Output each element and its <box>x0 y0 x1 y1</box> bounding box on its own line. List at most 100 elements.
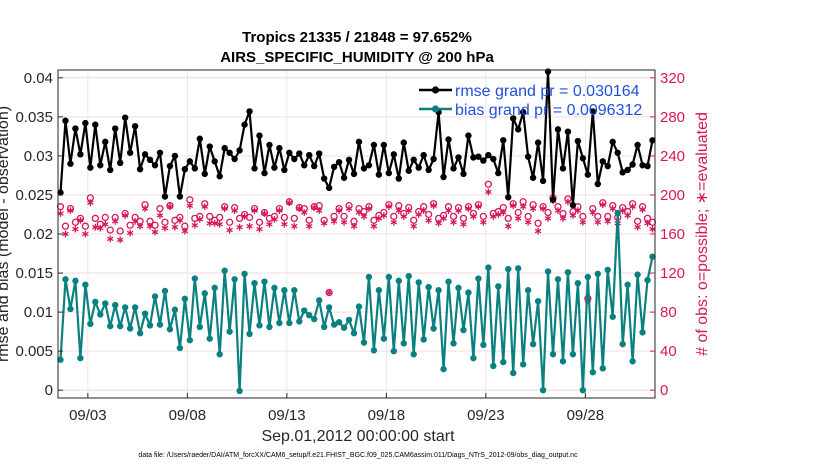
evaluated-obs-marker <box>231 207 238 214</box>
bias-point <box>544 268 552 275</box>
rmse-point <box>126 149 134 156</box>
evaluated-obs-marker <box>106 235 114 243</box>
bias-point <box>211 284 218 292</box>
y-right-tick-label: 240 <box>660 148 685 165</box>
evaluated-obs-marker <box>141 205 149 213</box>
rmse-point <box>370 141 378 149</box>
evaluated-obs-marker <box>296 205 303 213</box>
bias-point <box>311 315 318 323</box>
evaluated-obs-marker <box>246 222 253 230</box>
rmse-point <box>231 155 238 163</box>
y-right-tick-label: 120 <box>660 265 685 282</box>
rmse-point <box>276 144 283 152</box>
bias-point <box>62 276 69 283</box>
evaluated-obs-marker <box>350 222 358 230</box>
obs-count-layer <box>56 180 657 304</box>
bias-point <box>191 275 199 282</box>
evaluated-obs-marker <box>395 207 403 214</box>
evaluated-obs-marker <box>151 228 159 236</box>
y-tick-label: 0.02 <box>24 226 53 243</box>
y-tick-label: 0.025 <box>15 187 53 204</box>
bias-point <box>136 329 144 337</box>
possible-obs-marker <box>280 213 289 222</box>
bias-point <box>410 351 417 358</box>
bias-point <box>629 358 636 365</box>
bias-point <box>335 319 343 326</box>
y-right-tick-label: 160 <box>660 226 685 243</box>
bias-point <box>241 270 248 278</box>
bias-point <box>251 280 258 287</box>
rmse-point <box>136 165 144 173</box>
bias-point <box>330 321 338 328</box>
evaluated-obs-marker <box>67 207 74 214</box>
bias-point <box>291 287 298 294</box>
evaluated-obs-marker <box>340 218 348 226</box>
x-tick-label: 09/28 <box>567 407 605 424</box>
evaluated-obs-marker <box>509 202 517 210</box>
bias-point <box>266 323 273 331</box>
evaluated-obs-marker <box>619 207 626 214</box>
rmse-point <box>455 154 462 161</box>
x-axis-label: Sep.01,2012 00:00:00 start <box>261 428 455 445</box>
bias-point <box>599 365 606 372</box>
rmse-point <box>609 138 616 146</box>
x-tick-label: 09/18 <box>368 407 406 424</box>
rmse-point <box>410 156 417 164</box>
evaluated-obs-marker <box>465 205 472 213</box>
rmse-point <box>430 155 437 163</box>
rmse-point <box>400 139 407 146</box>
rmse-point <box>251 165 258 172</box>
evaluated-obs-marker <box>470 213 477 220</box>
rmse-point <box>102 138 109 146</box>
evaluated-obs-marker <box>176 216 184 224</box>
bias-point <box>320 323 328 331</box>
rmse-point <box>301 162 308 169</box>
bias-point <box>385 273 393 281</box>
evaluated-obs-marker <box>196 215 204 223</box>
rmse-point <box>206 143 213 150</box>
evaluated-obs-marker <box>519 203 527 211</box>
rmse-point <box>534 139 542 146</box>
evaluated-obs-marker <box>126 229 134 237</box>
rmse-point <box>539 177 547 185</box>
rmse-point <box>112 125 119 132</box>
rmse-point <box>350 170 358 178</box>
bias-point <box>116 322 124 330</box>
bias-point <box>340 324 348 331</box>
y-tick-label: 0 <box>45 382 53 399</box>
bias-point <box>440 365 447 373</box>
rmse-point <box>475 153 482 160</box>
bias-point <box>256 322 263 329</box>
bias-point <box>97 311 104 318</box>
bias-point <box>470 354 477 362</box>
bias-point <box>579 386 587 394</box>
rmse-point <box>510 115 517 122</box>
rmse-point <box>107 166 114 174</box>
possible-obs-marker <box>101 213 109 222</box>
bias-point <box>564 269 572 276</box>
evaluated-obs-marker <box>300 209 308 216</box>
rmse-point <box>564 128 572 135</box>
bias-point <box>619 340 626 348</box>
evaluated-obs-marker <box>534 227 542 235</box>
evaluated-obs-marker <box>365 205 373 213</box>
evaluated-obs-marker <box>579 218 587 226</box>
rmse-point <box>296 150 303 157</box>
possible-obs-marker <box>504 214 512 223</box>
evaluated-obs-marker <box>495 211 502 218</box>
evaluated-obs-marker <box>161 224 169 232</box>
rmse-point <box>67 160 74 167</box>
bias-point <box>121 304 129 311</box>
possible-obs-marker <box>484 180 492 188</box>
rmse-point <box>514 126 522 133</box>
evaluated-obs-marker <box>425 216 432 224</box>
evaluated-obs-marker <box>320 219 328 227</box>
bias-point <box>325 304 333 311</box>
bias-point <box>400 340 407 347</box>
rmse-point <box>211 158 218 165</box>
evaluated-obs-marker <box>430 202 437 210</box>
bias-point <box>141 310 149 317</box>
bias-point <box>365 273 373 281</box>
rmse-point <box>405 167 412 174</box>
evaluated-obs-marker <box>649 225 656 233</box>
